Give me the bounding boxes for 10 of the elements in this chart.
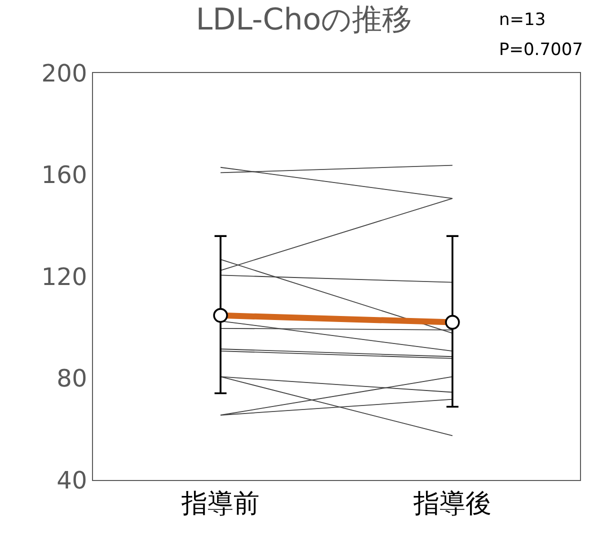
text: P=0.7007 <box>499 40 583 60</box>
chart-title: LDL-Choの推移 <box>196 2 412 38</box>
y-tick-label: 200 <box>41 59 88 88</box>
x-tick-label: 指導後 <box>412 489 492 520</box>
x-tick-label: 指導前 <box>180 489 260 520</box>
y-tick-label: 160 <box>41 161 88 190</box>
y-tick-label: 120 <box>41 262 88 291</box>
text: n=13 <box>499 10 546 30</box>
y-tick-label: 40 <box>56 466 88 494</box>
y-tick-label: 80 <box>56 364 88 393</box>
